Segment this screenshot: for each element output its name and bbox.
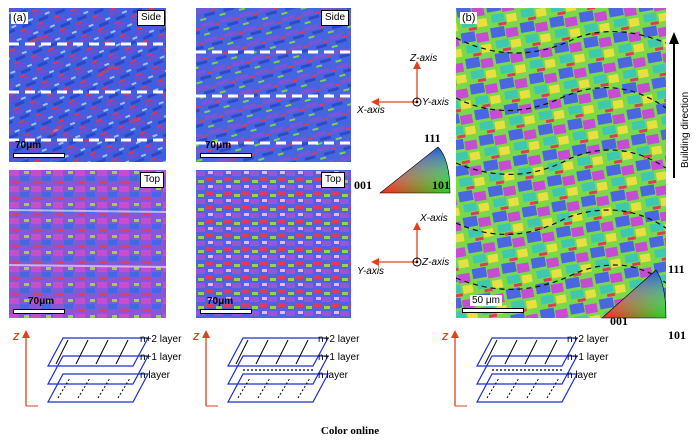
- ebsd-map-side-left: [9, 8, 166, 162]
- schematic-1-z: Z: [13, 332, 20, 343]
- upper-z-axis-label: Z-axis: [410, 53, 438, 64]
- scale-bar-side-left: [13, 153, 65, 158]
- upper-x-axis-label: X-axis: [357, 105, 385, 116]
- layer-schematic-1: [22, 330, 150, 407]
- layer-schematic-2: [202, 330, 330, 407]
- panel-b-label: (b): [460, 12, 478, 24]
- schematic-3-layer-n2: n+2 layer: [567, 334, 609, 345]
- side-tag-right: Side: [321, 10, 350, 26]
- scale-label-top-right: 70μm: [207, 296, 234, 307]
- scale-label-b: 50 μm: [470, 295, 502, 306]
- building-direction-arrow: [669, 32, 679, 178]
- schematic-1-layer-n1: n+1 layer: [140, 352, 182, 363]
- lower-x-axis-label: X-axis: [420, 213, 448, 224]
- lower-y-axis-label: Y-axis: [357, 266, 385, 277]
- top-tag-right: Top: [321, 172, 346, 188]
- schematic-2-layer-n1: n+1 layer: [318, 352, 360, 363]
- layer-schematic-3: [451, 330, 579, 407]
- schematic-1-layer-n: n layer: [140, 370, 171, 381]
- scale-bar-b: [462, 308, 524, 313]
- side-tag-left: Side: [137, 10, 166, 26]
- schematic-2-layer-n: n layer: [318, 370, 349, 381]
- schematic-3-layer-n1: n+1 layer: [567, 352, 609, 363]
- ipf-triangle-a: [379, 146, 451, 194]
- ipf-b-001: 001: [610, 314, 628, 328]
- grain-texture: [9, 8, 166, 162]
- axes-diagram-upper: [371, 61, 422, 107]
- upper-y-axis-label: Y-axis: [422, 97, 450, 108]
- building-direction-label: Building direction: [680, 91, 691, 168]
- grain-texture: [196, 170, 351, 318]
- ebsd-map-side-right: [196, 8, 351, 162]
- schematic-3-layer-n: n layer: [567, 370, 598, 381]
- ipf-b-101: 101: [668, 328, 686, 342]
- figure-caption: Color online: [320, 425, 380, 437]
- schematic-1-layer-n2: n+2 layer: [140, 334, 182, 345]
- scale-bar-top-left: [13, 309, 65, 314]
- scale-label-side-left: 70μm: [15, 140, 42, 151]
- grain-texture: [9, 170, 166, 318]
- scale-label-side-right: 70μm: [205, 140, 232, 151]
- axes-diagram-lower: [371, 222, 422, 267]
- scale-bar-side-right: [200, 153, 252, 158]
- ebsd-map-top-right: [196, 170, 351, 318]
- scale-bar-top-right: [200, 309, 252, 314]
- ipf-a-001: 001: [354, 178, 372, 192]
- schematic-2-z: Z: [193, 332, 200, 343]
- ipf-b-111: 111: [668, 262, 685, 276]
- scale-label-top-left: 70μm: [28, 296, 55, 307]
- lower-z-axis-label: Z-axis: [422, 257, 450, 268]
- ipf-triangle-b: [601, 269, 667, 319]
- ipf-a-101: 101: [432, 178, 450, 192]
- top-tag-left: Top: [140, 172, 165, 188]
- ebsd-map-top-left: [9, 170, 166, 318]
- panel-a-label: (a): [11, 12, 29, 24]
- schematic-2-layer-n2: n+2 layer: [318, 334, 360, 345]
- grain-texture: [456, 8, 666, 318]
- grain-texture: [196, 8, 351, 162]
- ebsd-map-b: [456, 8, 666, 318]
- schematic-3-z: Z: [442, 332, 449, 343]
- ipf-a-111: 111: [424, 131, 441, 145]
